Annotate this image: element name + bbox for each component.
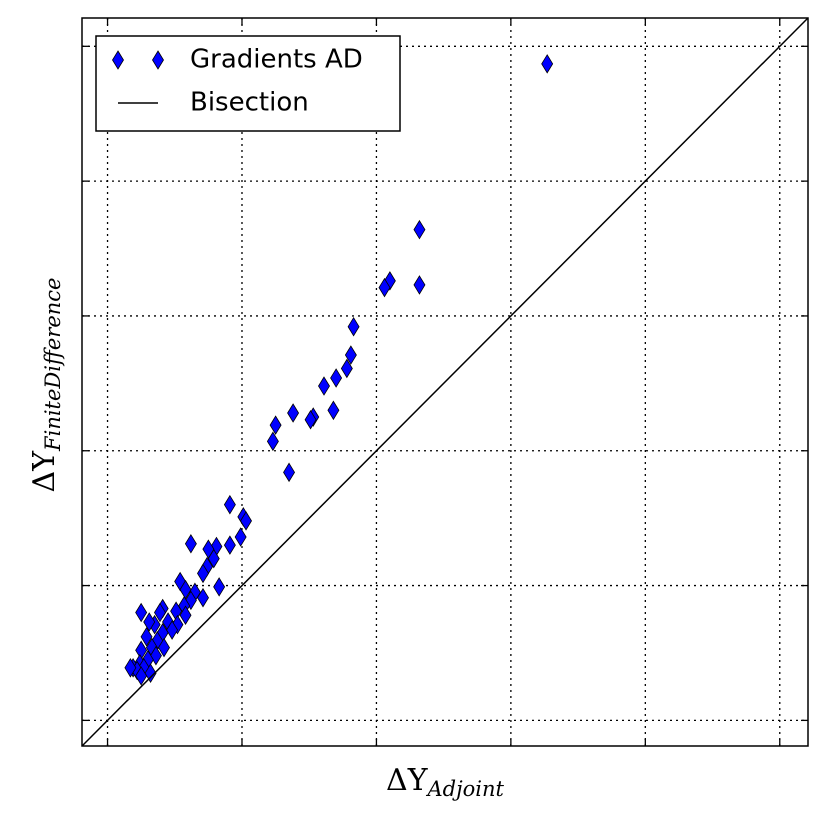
scatter-point (179, 605, 192, 625)
scatter-point (149, 645, 162, 666)
scatter-point (283, 462, 296, 483)
scatter-point (347, 316, 360, 337)
scatter-point (234, 527, 247, 547)
scatter-point (184, 534, 197, 554)
plot-frame (81, 17, 809, 747)
legend-label: Bisection (190, 88, 309, 118)
legend-label: Gradients AD (190, 45, 363, 75)
scatter-point (213, 577, 226, 597)
scatter-point (154, 602, 166, 623)
legend-marker (152, 50, 164, 70)
scatter-point (344, 345, 357, 365)
scatter-point (223, 494, 236, 515)
scatter-point (140, 627, 153, 647)
scatter-point (378, 277, 391, 298)
scatter-point (266, 431, 279, 452)
scatter-point (197, 587, 209, 608)
scatter-point (197, 563, 209, 584)
legend-marker (112, 50, 124, 70)
y-label-main: ΔY (27, 450, 62, 493)
scatter-point (330, 368, 343, 388)
scatter-point (135, 602, 148, 623)
scatter-point (269, 415, 282, 435)
x-axis-label: ΔYAdjoint (386, 763, 504, 801)
scatter-point (135, 666, 148, 686)
scatter-point (413, 275, 426, 295)
scatter-point (166, 620, 179, 640)
scatter-point (327, 400, 340, 421)
scatter-point (240, 511, 252, 531)
scatter-point (207, 548, 220, 569)
scatter-point (541, 54, 554, 74)
bisection-line (82, 18, 808, 746)
scatter-point (287, 403, 300, 423)
x-label-sub: Adjoint (426, 777, 505, 801)
scatter-point (413, 219, 426, 240)
scatter-point (340, 358, 353, 379)
scatter-point (124, 658, 137, 678)
scatter-point (143, 612, 156, 632)
scatter-point (318, 376, 330, 396)
legend-box (95, 35, 401, 132)
x-label-main: ΔY (386, 763, 429, 798)
scatter-point (158, 637, 170, 658)
y-label-sub: FiniteDifference (41, 278, 65, 452)
scatter-point (223, 535, 236, 555)
scatter-point (304, 409, 317, 430)
y-axis-label: ΔYFiniteDifference (27, 278, 65, 493)
scatter-point (144, 663, 157, 683)
